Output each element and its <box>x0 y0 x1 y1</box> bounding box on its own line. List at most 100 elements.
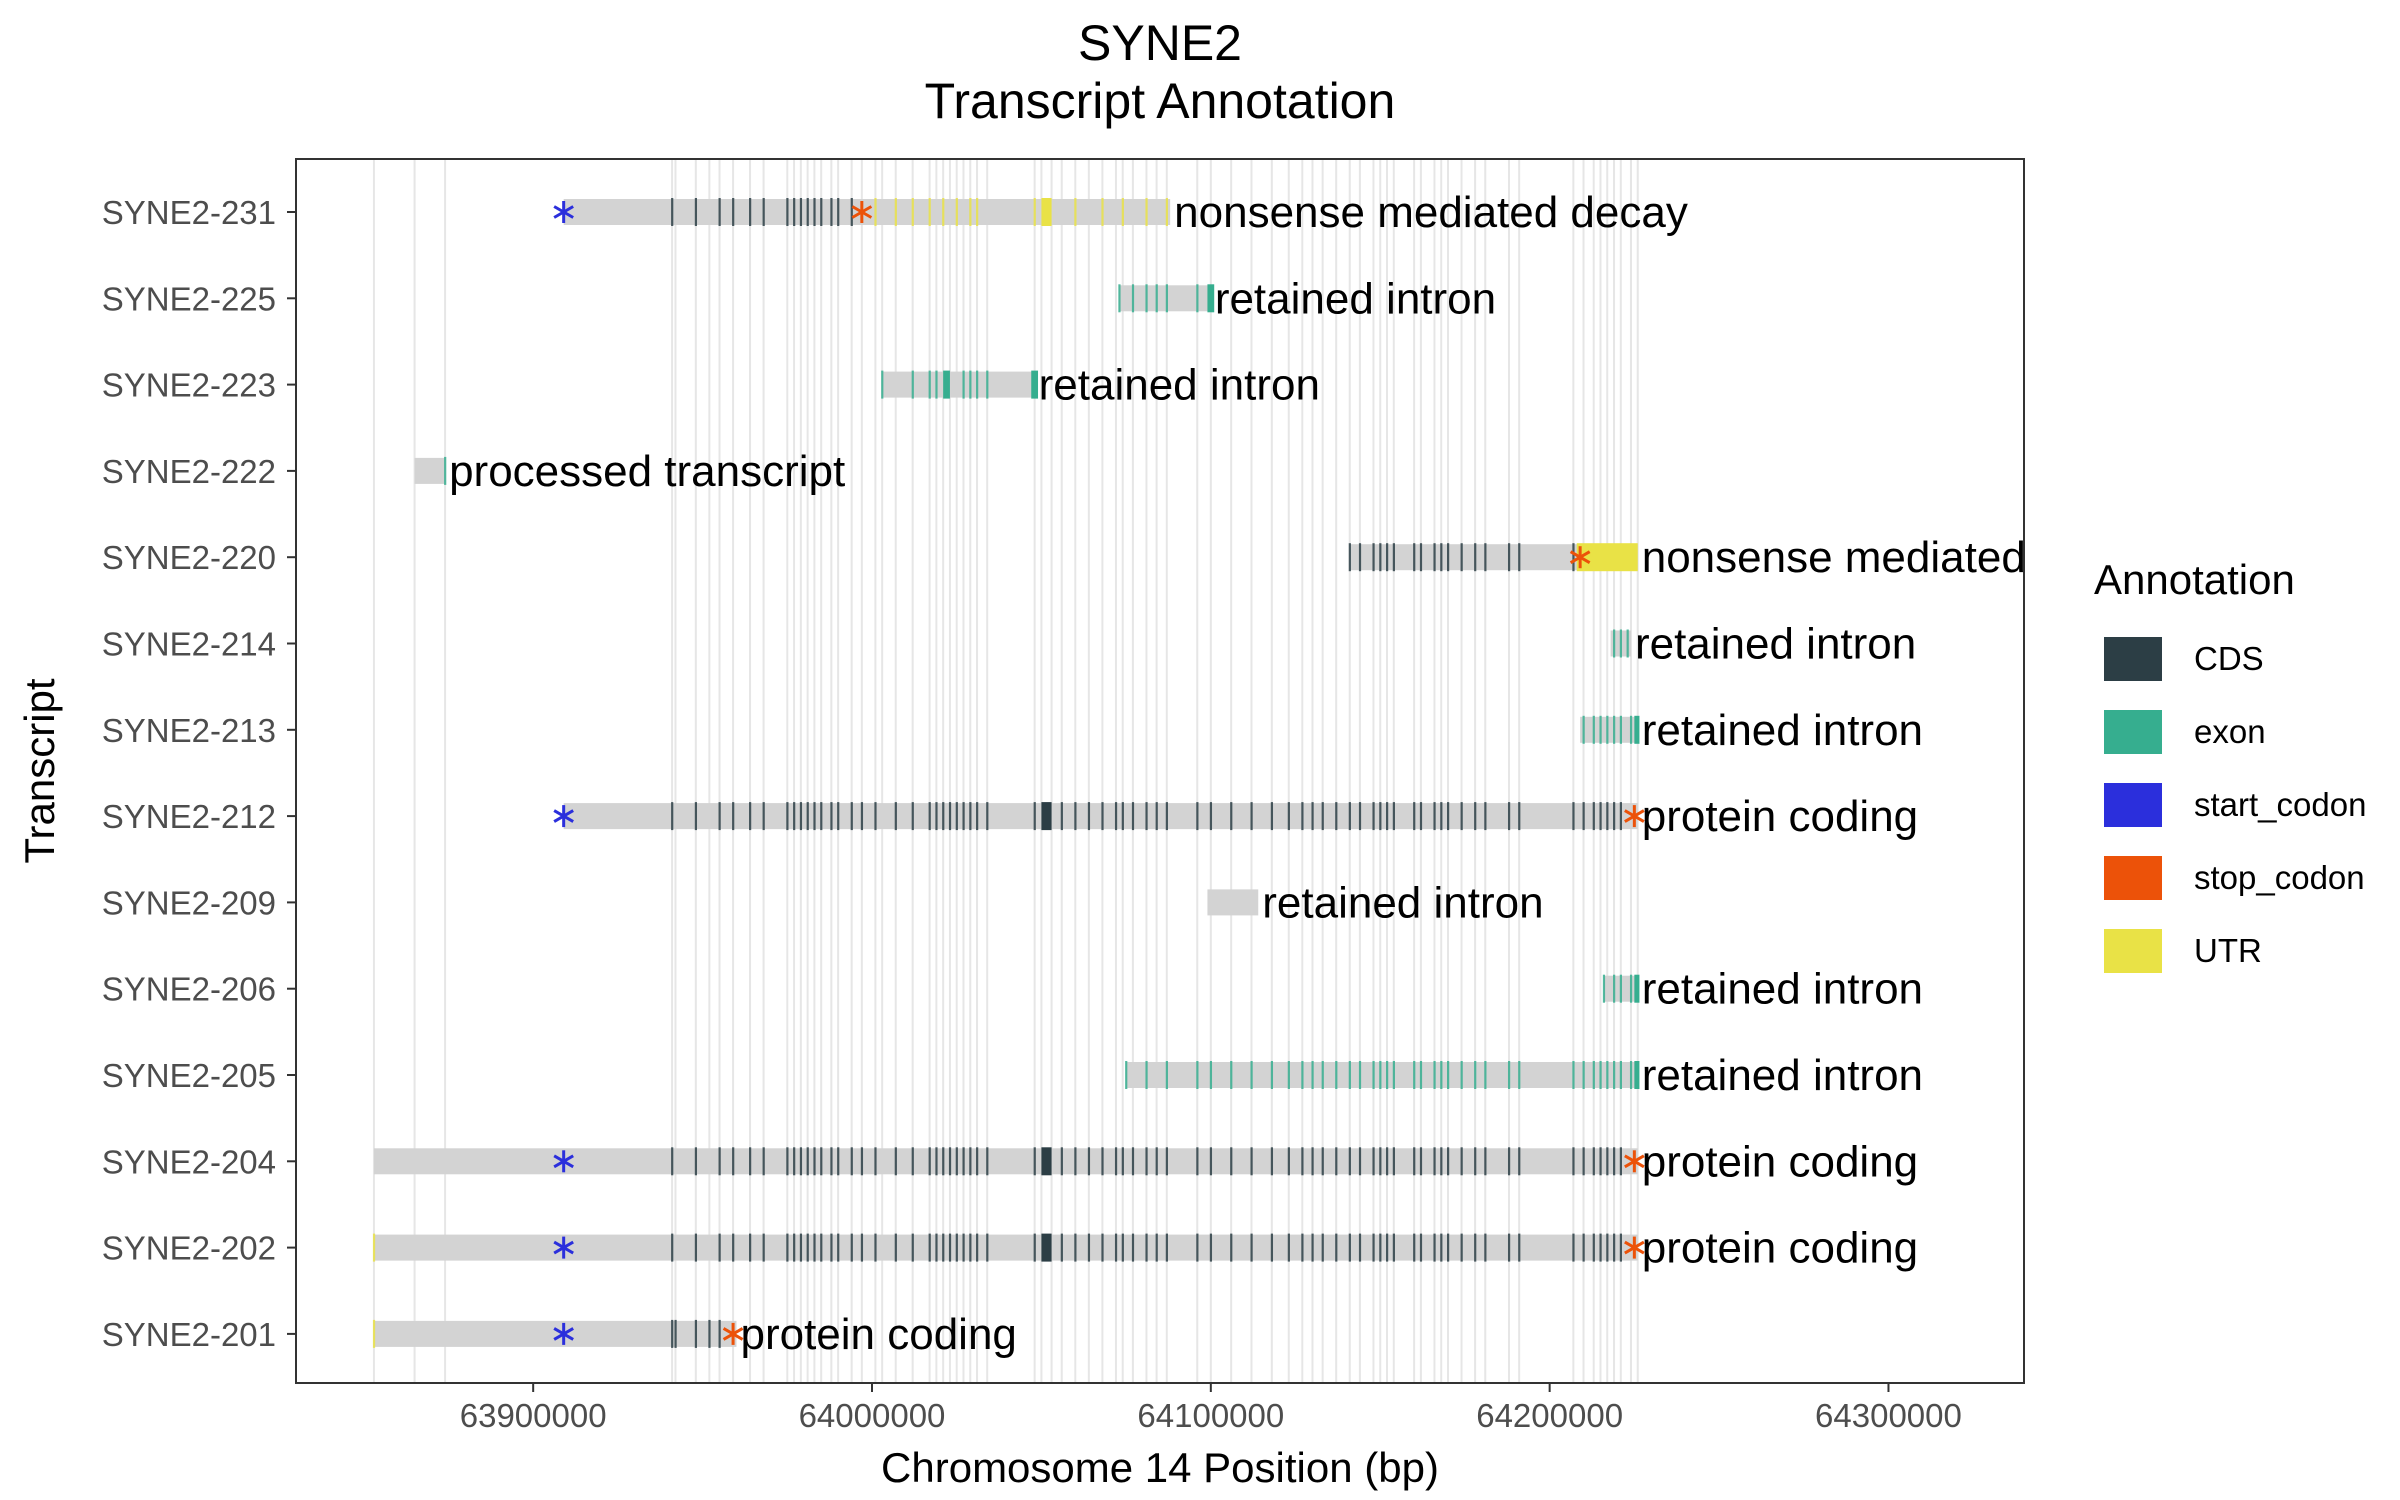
cds-segment <box>820 802 823 831</box>
cds-segment <box>1209 1233 1213 1262</box>
exon-segment <box>1507 1061 1511 1089</box>
legend-item: UTR <box>2104 929 2262 973</box>
cds-segment <box>928 802 931 831</box>
start-codon-marker-stroke <box>553 205 574 219</box>
exon-segment <box>1196 1061 1199 1089</box>
cds-segment <box>942 1147 945 1176</box>
cds-segment <box>671 802 674 831</box>
cds-segment <box>1419 1147 1423 1176</box>
y-tick-label: SYNE2-222 <box>102 453 276 490</box>
cds-segment <box>1572 802 1575 831</box>
cds-segment <box>1348 1233 1351 1262</box>
exon-segment <box>1613 629 1616 658</box>
exon-segment <box>1474 1061 1477 1089</box>
cds-segment <box>962 802 965 831</box>
x-axis-title: Chromosome 14 Position (bp) <box>881 1444 1439 1491</box>
x-tick-label: 63900000 <box>460 1397 607 1434</box>
cds-segment <box>718 1147 721 1176</box>
cds-segment <box>806 802 809 831</box>
cds-segment <box>962 1147 965 1176</box>
cds-segment <box>1287 1147 1290 1176</box>
cds-segment <box>1348 543 1351 572</box>
cds-segment <box>1321 1233 1324 1262</box>
cds-segment <box>830 1147 833 1176</box>
cds-segment <box>1599 802 1602 831</box>
cds-segment <box>1379 1147 1382 1176</box>
cds-segment <box>793 1147 796 1176</box>
cds-segment <box>694 802 698 831</box>
start-codon-marker-stroke <box>553 1154 574 1169</box>
exon-segment <box>1372 1061 1375 1089</box>
cds-segment <box>874 802 877 831</box>
cds-segment <box>1592 802 1595 831</box>
cds-segment <box>793 198 796 226</box>
cds-segment <box>813 198 816 226</box>
cds-segment <box>1392 1233 1395 1262</box>
cds-segment <box>850 1233 853 1262</box>
cds-segment <box>694 1233 698 1262</box>
cds-segment <box>1582 1147 1585 1176</box>
transcript-body <box>373 1148 1638 1175</box>
exon-segment <box>1433 1061 1436 1089</box>
exon-segment <box>1196 284 1199 313</box>
cds-segment <box>1230 802 1233 831</box>
start-codon-marker <box>553 805 574 828</box>
cds-segment <box>1419 543 1423 572</box>
utr-segment <box>976 198 979 226</box>
cds-segment <box>1460 802 1463 831</box>
cds-segment <box>955 1233 958 1262</box>
cds-segment <box>806 1233 809 1262</box>
cds-segment <box>1606 1233 1609 1262</box>
cds-segment <box>1386 543 1389 572</box>
exon-segment <box>911 370 914 399</box>
transcript-biotype-label: retained intron <box>1642 706 1923 755</box>
cds-segment <box>1033 1147 1036 1176</box>
stop-codon-marker <box>722 1322 744 1345</box>
cds-segment <box>799 802 803 831</box>
exon-segment <box>1250 1061 1253 1089</box>
chart-subtitle-line: Transcript Annotation <box>925 73 1396 129</box>
cds-segment <box>820 1233 823 1262</box>
cds-segment <box>1474 802 1477 831</box>
legend-label: start_codon <box>2194 786 2366 823</box>
cds-segment <box>928 1147 931 1176</box>
cds-segment <box>694 1147 698 1176</box>
exon-grid-lines <box>372 159 1639 1383</box>
cds-segment <box>1101 1147 1104 1176</box>
cds-segment <box>986 1147 989 1176</box>
start-codon-marker <box>553 1150 574 1173</box>
cds-segment <box>874 1233 877 1262</box>
exon-segment <box>1626 629 1629 658</box>
x-tick-label: 64300000 <box>1815 1397 1962 1434</box>
cds-segment <box>1440 543 1443 572</box>
cds-segment <box>850 1147 853 1176</box>
cds-segment <box>1114 802 1118 831</box>
cds-segment <box>718 802 721 831</box>
exon-segment <box>1613 974 1616 1003</box>
transcript-track: protein coding <box>372 1224 1918 1273</box>
cds-segment <box>1433 1147 1436 1176</box>
transcript-track: protein coding <box>373 1137 1918 1186</box>
cds-segment <box>1335 802 1338 831</box>
cds-segment <box>799 198 803 226</box>
cds-segment <box>1311 802 1314 831</box>
transcript-track: retained intron <box>1207 878 1544 927</box>
y-axis: SYNE2-231 SYNE2-225 SYNE2-223 SYNE2-222 SYNE… <box>102 194 296 1353</box>
cds-segment <box>1447 1147 1450 1176</box>
transcript-track: retained intron <box>1118 274 1496 323</box>
exon-segment <box>1602 974 1606 1003</box>
legend-swatch <box>2104 637 2162 681</box>
chart-title: SYNE2 Transcript Annotation <box>925 15 1396 129</box>
cds-segment <box>1114 1233 1118 1262</box>
transcript-biotype-label: retained intron <box>1642 965 1923 1014</box>
cds-segment <box>1372 543 1375 572</box>
cds-segment <box>1606 802 1609 831</box>
stop-codon-marker-stroke <box>1624 1240 1645 1255</box>
cds-segment <box>674 1319 677 1348</box>
cds-segment <box>1250 1147 1253 1176</box>
cds-segment <box>1358 802 1362 831</box>
legend-label: CDS <box>2194 640 2264 677</box>
plot-panel-border <box>295 158 2025 1384</box>
exon-block <box>943 370 950 399</box>
x-tick-label: 64100000 <box>1137 1397 1284 1434</box>
